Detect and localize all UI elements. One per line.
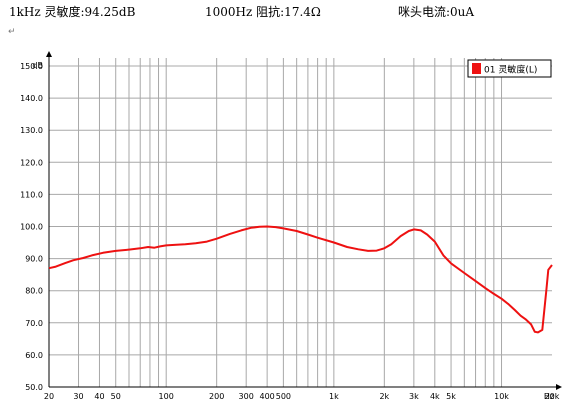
- x-axis-arrow: [556, 384, 562, 390]
- y-tick-label: 60.0: [25, 351, 43, 360]
- x-tick-label: 5k: [446, 392, 456, 401]
- y-tick-label: 50.0: [25, 383, 43, 392]
- impedance-stat: 1000Hz 阻抗:17.4Ω: [205, 5, 321, 19]
- y-tick-label: 80.0: [25, 287, 43, 296]
- x-tick-label: 1k: [329, 392, 339, 401]
- x-tick-label: 4k: [430, 392, 440, 401]
- y-axis-title: dB: [32, 61, 43, 70]
- x-tick-label: 300: [239, 392, 254, 401]
- legend: 01 灵敏度(L): [467, 59, 552, 78]
- legend-swatch: [472, 63, 481, 74]
- x-tick-label: 400: [259, 392, 274, 401]
- y-tick-label: 70.0: [25, 319, 43, 328]
- legend-box: [467, 59, 552, 78]
- series-line: [48, 225, 553, 334]
- grid-lines: [49, 58, 552, 388]
- y-axis-arrow: [46, 51, 52, 57]
- x-axis-title: Hz: [544, 392, 554, 401]
- x-tick-label: 10k: [494, 392, 509, 401]
- axes: [46, 51, 562, 390]
- measurement-header: 1kHz 灵敏度:94.25dB 1000Hz 阻抗:17.4Ω 咪头电流:0u…: [0, 3, 567, 21]
- y-tick-label: 90.0: [25, 255, 43, 264]
- x-tick-label: 30: [73, 392, 83, 401]
- y-tick-label: 130.0: [20, 126, 43, 135]
- x-tick-label: 50: [111, 392, 121, 401]
- legend-label: 01 灵敏度(L): [484, 64, 537, 76]
- x-tick-label: 20: [44, 392, 54, 401]
- series-lines: [48, 225, 553, 334]
- sensitivity-stat: 1kHz 灵敏度:94.25dB: [9, 5, 136, 19]
- x-tick-label: 20k: [545, 392, 560, 401]
- tick-labels: 150.0 140.0 130.0 120.0 110.0 100.0 90.0 80.0 70…: [20, 61, 560, 401]
- x-tick-label: 100: [159, 392, 174, 401]
- y-tick-label: 120.0: [20, 158, 43, 167]
- y-tick-label: 100.0: [20, 223, 43, 232]
- x-tick-label: 40: [94, 392, 104, 401]
- y-tick-label: 140.0: [20, 94, 43, 103]
- x-tick-label: 200: [209, 392, 224, 401]
- mic-current-stat: 咪头电流:0uA: [398, 5, 475, 19]
- y-tick-label: 150.0: [20, 62, 43, 71]
- x-tick-label: 3k: [409, 392, 419, 401]
- x-tick-label: 2k: [379, 392, 389, 401]
- paragraph-mark: ↵: [8, 27, 16, 37]
- y-tick-label: 110.0: [20, 190, 43, 199]
- x-tick-label: 500: [276, 392, 291, 401]
